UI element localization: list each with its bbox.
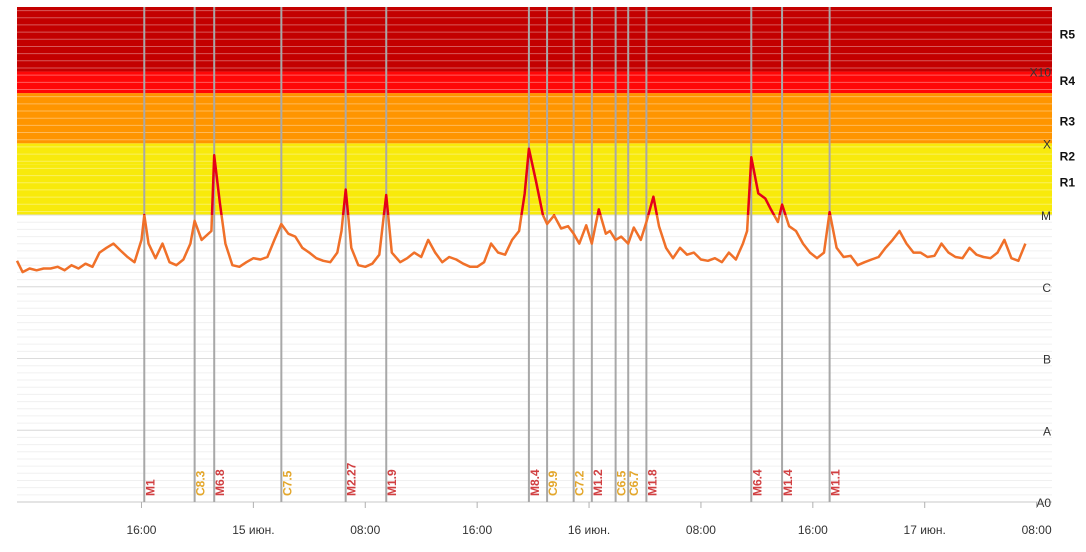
x-tick-label: 16:00: [126, 523, 156, 537]
flare-event-labels: M1 C8.3 M6.8 C7.5 M2.27 M1.9 M8.4 C9.9 C7.2 M1.2 C…: [143, 462, 842, 496]
class-label-m: M: [1041, 209, 1051, 223]
flare-label: M1.4: [781, 469, 795, 496]
x-tick-label: 15 июн.: [232, 523, 274, 537]
class-label-x10: X10: [1030, 66, 1052, 80]
band-r5: [17, 7, 1052, 72]
class-label-c: C: [1042, 281, 1051, 295]
flare-label: M2.27: [345, 462, 359, 496]
flare-label: C8.3: [194, 470, 208, 496]
radio-blackout-labels: R1 R2 R3 R4 R5: [1060, 28, 1076, 190]
radio-label-r5: R5: [1060, 28, 1076, 42]
gridlines: [17, 214, 1052, 503]
flux-line-above-m: [143, 147, 832, 216]
x-tick-label: 08:00: [686, 523, 716, 537]
radio-label-r4: R4: [1060, 74, 1076, 88]
flare-label: C7.5: [280, 470, 294, 496]
flare-label: M8.4: [528, 469, 542, 496]
flare-label: M1.1: [829, 469, 843, 496]
flux-line: [15, 215, 1027, 274]
radio-label-r3: R3: [1060, 114, 1076, 128]
x-tick-label: 16:00: [798, 523, 828, 537]
x-tick-label: 16 июн.: [568, 523, 610, 537]
flare-label: M1.8: [645, 469, 659, 496]
flare-label: M1: [143, 479, 157, 496]
flare-label: M1.9: [385, 469, 399, 496]
time-axis: 16:00 15 июн. 08:00 16:00 16 июн. 08:00 16:00 1…: [126, 502, 1052, 537]
flare-label: M6.8: [213, 469, 227, 496]
class-axis-labels: A0 A B C M X X10: [1030, 66, 1052, 510]
x-tick-label: 16:00: [462, 523, 492, 537]
x-tick-label: 08:00: [1022, 523, 1052, 537]
flare-label: M1.2: [591, 469, 605, 496]
class-label-x: X: [1043, 137, 1051, 151]
flare-label: C7.2: [573, 470, 587, 496]
x-tick-label: 17 июн.: [904, 523, 946, 537]
blackout-bands: [17, 7, 1052, 216]
class-label-b: B: [1043, 353, 1051, 367]
radio-label-r2: R2: [1060, 150, 1076, 164]
class-label-a: A: [1043, 424, 1051, 438]
radio-label-r1: R1: [1060, 175, 1076, 189]
band-r1-r2-upper: [17, 143, 1052, 165]
flare-label: C9.9: [546, 470, 560, 496]
class-label-a0: A0: [1036, 496, 1051, 510]
flare-label: C6.5: [615, 470, 629, 496]
flare-label: M6.4: [750, 469, 764, 496]
flare-event-lines: [143, 7, 831, 502]
flare-label: C6.7: [627, 470, 641, 496]
x-tick-label: 08:00: [350, 523, 380, 537]
band-r4: [17, 71, 1052, 94]
flux-series: [15, 147, 1027, 274]
band-r3: [17, 93, 1052, 144]
